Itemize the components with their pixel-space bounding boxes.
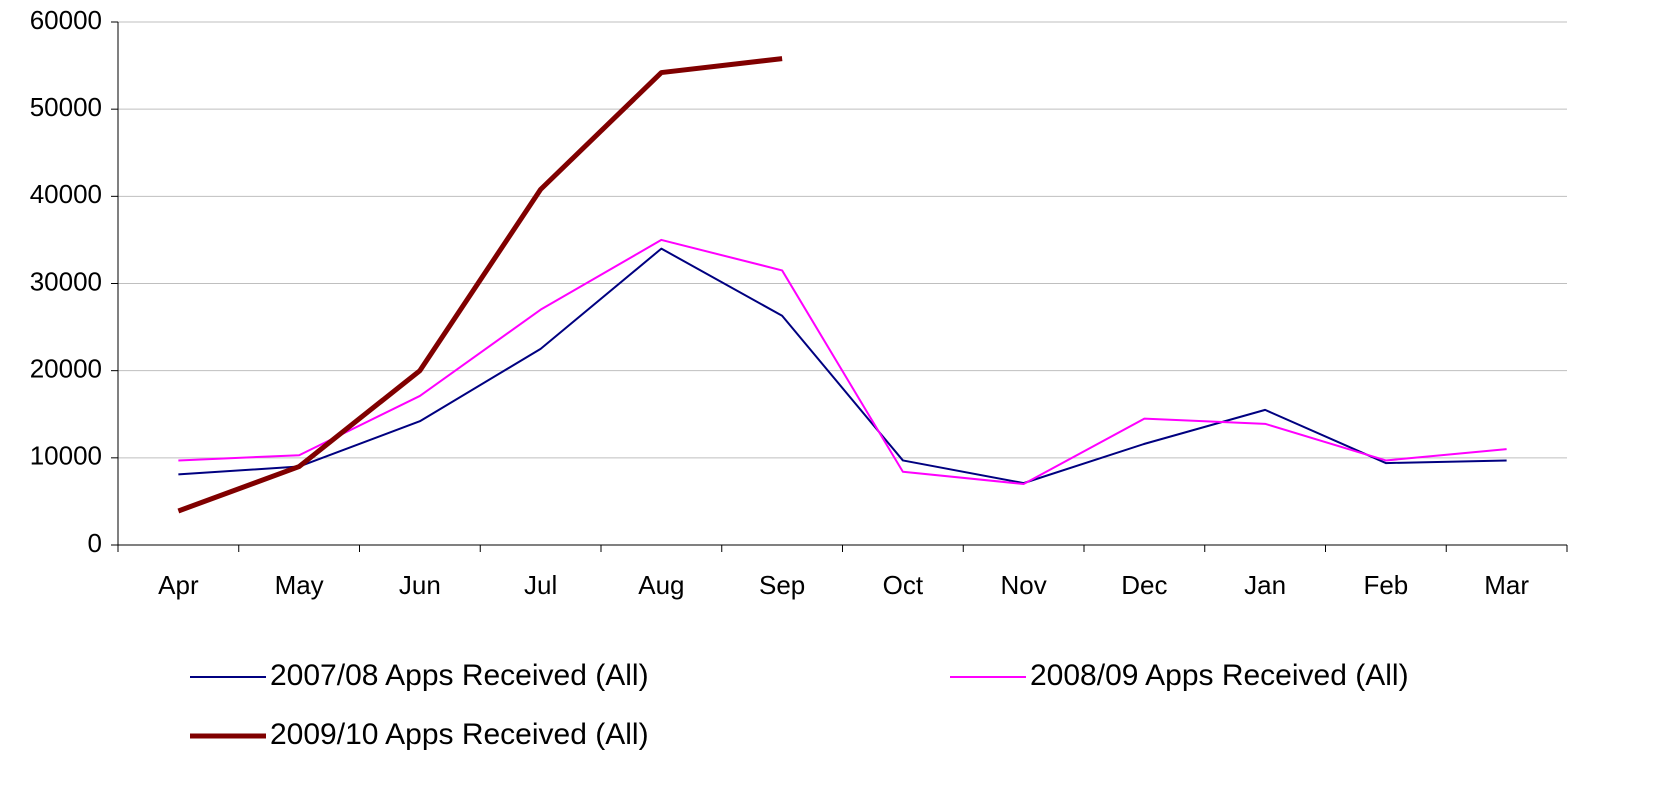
y-tick-label: 0 (88, 528, 102, 558)
y-tick-label: 30000 (30, 266, 102, 296)
x-tick-label: Jun (399, 570, 441, 600)
x-tick-label: Aug (638, 570, 684, 600)
y-tick-label: 50000 (30, 92, 102, 122)
x-tick-label: Nov (1001, 570, 1047, 600)
x-tick-label: Sep (759, 570, 805, 600)
x-tick-label: Oct (883, 570, 924, 600)
x-tick-label: Mar (1484, 570, 1529, 600)
x-tick-label: Jan (1244, 570, 1286, 600)
y-tick-label: 60000 (30, 5, 102, 35)
x-tick-label: Apr (158, 570, 199, 600)
legend-label: 2008/09 Apps Received (All) (1030, 659, 1409, 692)
series-line (178, 238, 1507, 485)
x-tick-label: Dec (1121, 570, 1167, 600)
legend-label: 2007/08 Apps Received (All) (270, 659, 649, 692)
legend-label: 2009/10 Apps Received (All) (270, 718, 649, 751)
series-line (177, 56, 783, 514)
y-tick-label: 40000 (30, 179, 102, 209)
x-tick-label: May (275, 570, 324, 600)
x-tick-label: Feb (1363, 570, 1408, 600)
x-tick-label: Jul (524, 570, 557, 600)
y-tick-label: 20000 (30, 354, 102, 384)
y-tick-label: 10000 (30, 441, 102, 471)
series-line (178, 247, 1507, 485)
